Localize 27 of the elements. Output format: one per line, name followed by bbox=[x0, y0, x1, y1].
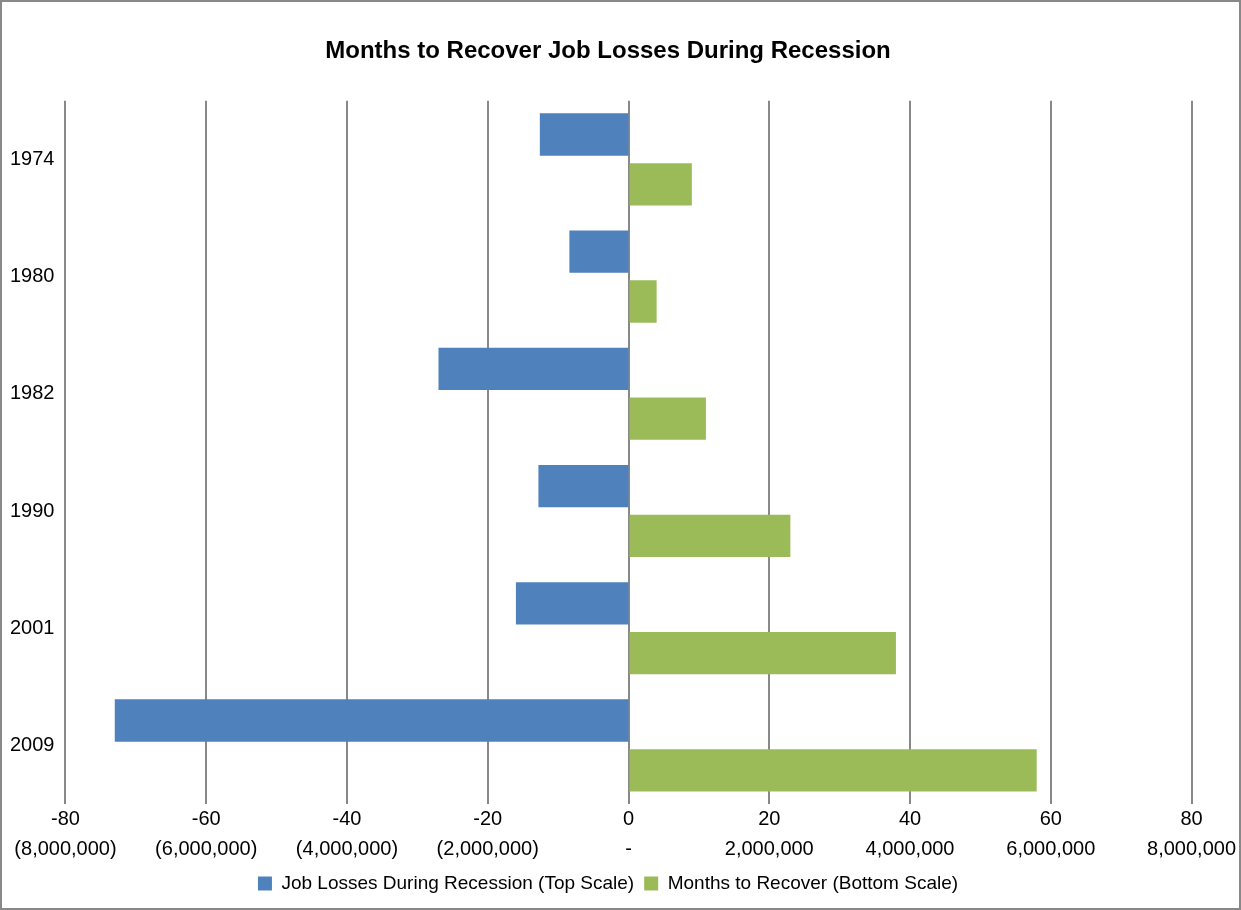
x-tick-label: 40 bbox=[898, 806, 922, 829]
x2-tick-label: (8,000,000) bbox=[14, 836, 117, 859]
x2-tick-label: - bbox=[625, 836, 632, 859]
x-tick-label: -80 bbox=[51, 806, 80, 829]
y-tick-label: 2009 bbox=[9, 732, 55, 755]
x2-tick-label: 2,000,000 bbox=[724, 836, 814, 859]
x2-tick-label: (2,000,000) bbox=[436, 836, 539, 859]
x2-tick-label: 8,000,000 bbox=[1147, 836, 1236, 859]
chart-title: Months to Recover Job Losses During Recession bbox=[325, 36, 891, 64]
y-tick-label: 1982 bbox=[9, 381, 55, 404]
x-tick-label: 0 bbox=[622, 806, 635, 829]
x-tick-label: -20 bbox=[473, 806, 503, 829]
legend-label: Months to Recover (Bottom Scale) bbox=[667, 871, 959, 893]
x-tick-label: -40 bbox=[332, 806, 362, 829]
y-tick-label: 1990 bbox=[9, 498, 55, 521]
y-tick-label: 1974 bbox=[9, 146, 55, 169]
legend-label: Job Losses During Recession (Top Scale) bbox=[281, 871, 635, 893]
x2-tick-label: (6,000,000) bbox=[155, 836, 258, 859]
x-tick-label: -60 bbox=[191, 806, 221, 829]
x2-tick-label: 4,000,000 bbox=[865, 836, 955, 859]
x-tick-label: 80 bbox=[1180, 806, 1203, 829]
x2-tick-label: (4,000,000) bbox=[295, 836, 399, 859]
y-tick-label: 2001 bbox=[9, 615, 55, 638]
x2-tick-label: 6,000,000 bbox=[1006, 836, 1096, 859]
x-tick-label: 20 bbox=[758, 806, 781, 829]
y-tick-label: 1980 bbox=[9, 264, 55, 287]
x-tick-label: 60 bbox=[1039, 806, 1062, 829]
